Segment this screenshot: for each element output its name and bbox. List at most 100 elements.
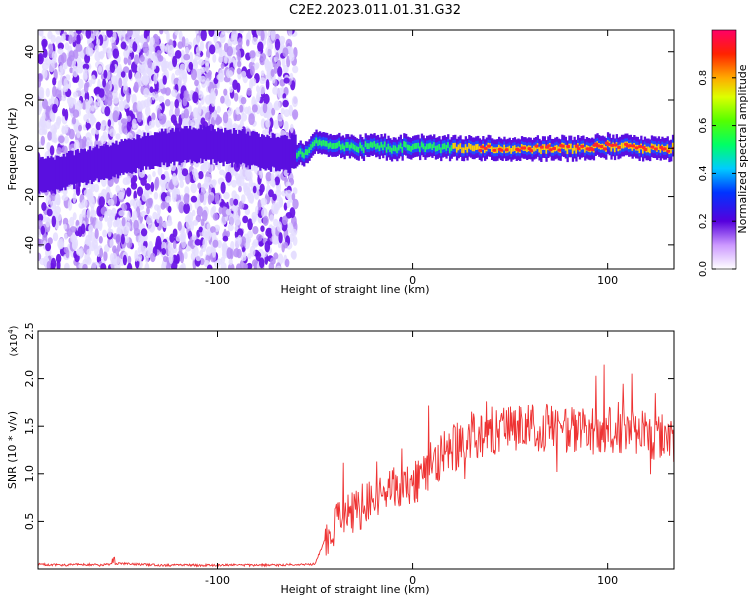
spectrogram-noise-mark — [143, 75, 150, 85]
spectrogram-noise-mark — [77, 226, 83, 238]
signal-band-core — [613, 146, 617, 153]
spectrogram-axes: -100 0 100 -40 -20 0 20 40 — [23, 30, 674, 287]
signal-band-outer — [218, 129, 222, 163]
signal-band-peak — [576, 147, 581, 151]
spectrogram-noise-mark — [46, 208, 53, 217]
signal-band-outer — [139, 138, 143, 172]
spectrogram-noise-mark — [96, 38, 101, 46]
spectrogram-noise-mark — [234, 113, 242, 121]
spectrogram-noise-mark — [69, 226, 77, 233]
spectrogram-noise-mark — [197, 182, 202, 189]
spectrogram-noise-mark — [172, 172, 177, 185]
spectrogram-noise-mark — [156, 107, 161, 119]
spectrogram-noise-mark — [246, 87, 252, 96]
spectrogram-noise-mark — [164, 87, 171, 96]
spectrogram-noise-mark — [132, 210, 138, 221]
signal-band-core — [654, 144, 657, 151]
signal-band-core — [471, 145, 474, 152]
signal-band-core — [345, 142, 348, 148]
spectrogram-noise-mark — [76, 100, 82, 107]
signal-band-outer — [238, 129, 241, 164]
spectrogram-noise-mark — [52, 77, 57, 86]
signal-band-core — [503, 144, 506, 151]
spectrogram-noise-mark — [127, 55, 132, 66]
spectrogram-noise-mark — [57, 42, 64, 50]
spectrogram-noise-mark — [90, 215, 94, 225]
signal-band-core — [324, 140, 327, 147]
signal-band-outer — [55, 155, 58, 190]
spectrogram-noise-mark — [283, 120, 289, 132]
spectrogram-noise-mark — [156, 49, 162, 59]
spectrogram-noise-mark — [83, 114, 90, 122]
signal-band-peak — [566, 144, 571, 149]
signal-band-core — [534, 144, 538, 151]
signal-band-outer — [136, 134, 139, 169]
spectrogram-noise-mark — [242, 215, 249, 224]
signal-band-peak — [631, 144, 636, 148]
signal-band-core — [443, 143, 446, 149]
spectrogram-y-tick-label: -40 — [23, 236, 36, 254]
spectrogram-noise-mark — [118, 191, 125, 200]
signal-band-core — [364, 141, 367, 147]
signal-band-outer — [222, 132, 225, 167]
spectrogram-noise-mark — [185, 172, 191, 185]
signal-band-peak — [617, 145, 622, 150]
spectrogram-noise-mark — [100, 263, 107, 269]
signal-band-core — [468, 143, 471, 149]
spectrogram-noise-mark — [278, 35, 286, 45]
signal-band-core — [326, 140, 329, 147]
spectrogram-noise-mark — [211, 246, 217, 258]
spectrogram-noise-mark — [135, 234, 140, 243]
signal-band-core — [454, 142, 457, 149]
signal-band-outer — [280, 135, 283, 170]
signal-band-peak — [590, 148, 595, 152]
signal-band-peak — [480, 145, 485, 149]
spectrogram-noise-mark — [134, 54, 140, 65]
spectrogram-noise-mark — [109, 239, 114, 248]
signal-band-outer — [145, 135, 148, 170]
signal-band-core — [631, 145, 634, 151]
signal-band-outer — [41, 156, 44, 191]
spectrogram-noise-mark — [75, 43, 83, 52]
spectrogram-noise-mark — [45, 196, 51, 206]
signal-band-outer — [245, 133, 248, 168]
snr-y-label: SNR (10 * v/v) — [6, 411, 19, 489]
signal-band-core — [352, 143, 355, 150]
spectrogram-noise-mark — [107, 198, 115, 206]
signal-band-peak — [483, 146, 488, 150]
spectrogram-noise-mark — [199, 40, 204, 52]
spectrogram-noise-mark — [90, 209, 97, 218]
spectrogram-noise-mark — [91, 74, 96, 85]
spectrogram-noise-mark — [94, 45, 100, 53]
spectrogram-noise-mark — [172, 55, 178, 68]
spectrogram-noise-mark — [184, 186, 190, 196]
spectrogram-noise-mark — [56, 147, 62, 155]
signal-band-core — [350, 142, 353, 149]
signal-band-core — [426, 143, 429, 150]
spectrogram-noise-mark — [171, 89, 178, 97]
spectrogram-noise-mark — [260, 30, 265, 42]
signal-band-core — [419, 146, 422, 153]
signal-band-outer — [124, 138, 127, 173]
spectrogram-panel: -100 0 100 -40 -20 0 20 40 Height of straight l… — [6, 29, 675, 296]
spectrogram-noise-mark — [226, 230, 230, 238]
spectrogram-noise-mark — [237, 37, 243, 48]
spectrogram-noise-mark — [38, 53, 44, 65]
spectrogram-noise-mark — [125, 221, 131, 232]
signal-band-core — [343, 145, 346, 152]
spectrogram-noise-mark — [138, 260, 143, 269]
signal-band-core — [355, 146, 359, 152]
spectrogram-noise-mark — [276, 221, 283, 232]
spectrogram-noise-mark — [48, 98, 53, 106]
spectrogram-noise-mark — [42, 48, 48, 58]
signal-band-core — [405, 141, 408, 148]
spectrogram-noise-mark — [112, 95, 120, 104]
signal-band-core — [666, 144, 669, 151]
signal-band-outer — [81, 149, 85, 183]
signal-band-outer — [73, 155, 76, 190]
spectrogram-noise-mark — [217, 163, 222, 171]
spectrogram-noise-mark — [94, 228, 99, 240]
spectrogram-noise-mark — [168, 181, 174, 190]
spectrogram-noise-mark — [145, 198, 153, 209]
